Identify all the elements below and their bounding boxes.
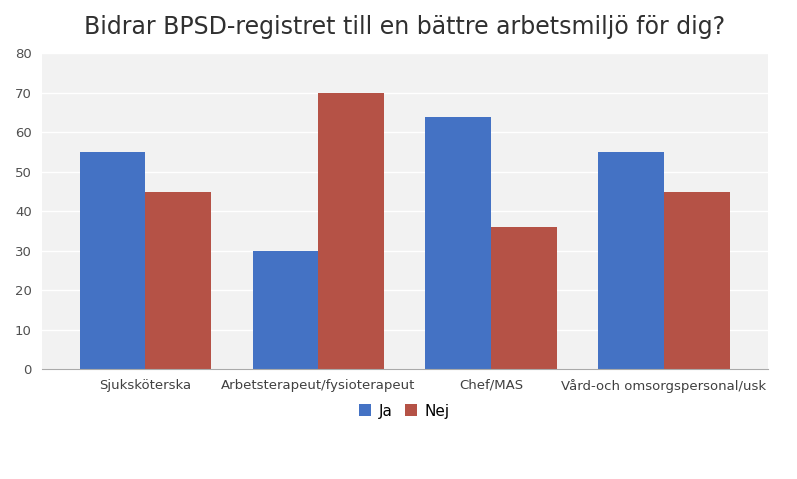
Bar — [599, 152, 664, 369]
Bar — [253, 251, 318, 369]
Legend: Ja, Nej: Ja, Nej — [353, 398, 456, 424]
Bar — [145, 192, 211, 369]
Bar — [491, 227, 557, 369]
Bar — [318, 93, 384, 369]
Bar — [664, 192, 729, 369]
Bar — [80, 152, 145, 369]
Bar — [426, 116, 491, 369]
Title: Bidrar BPSD-registret till en bättre arbetsmiljö för dig?: Bidrar BPSD-registret till en bättre arb… — [84, 15, 725, 39]
